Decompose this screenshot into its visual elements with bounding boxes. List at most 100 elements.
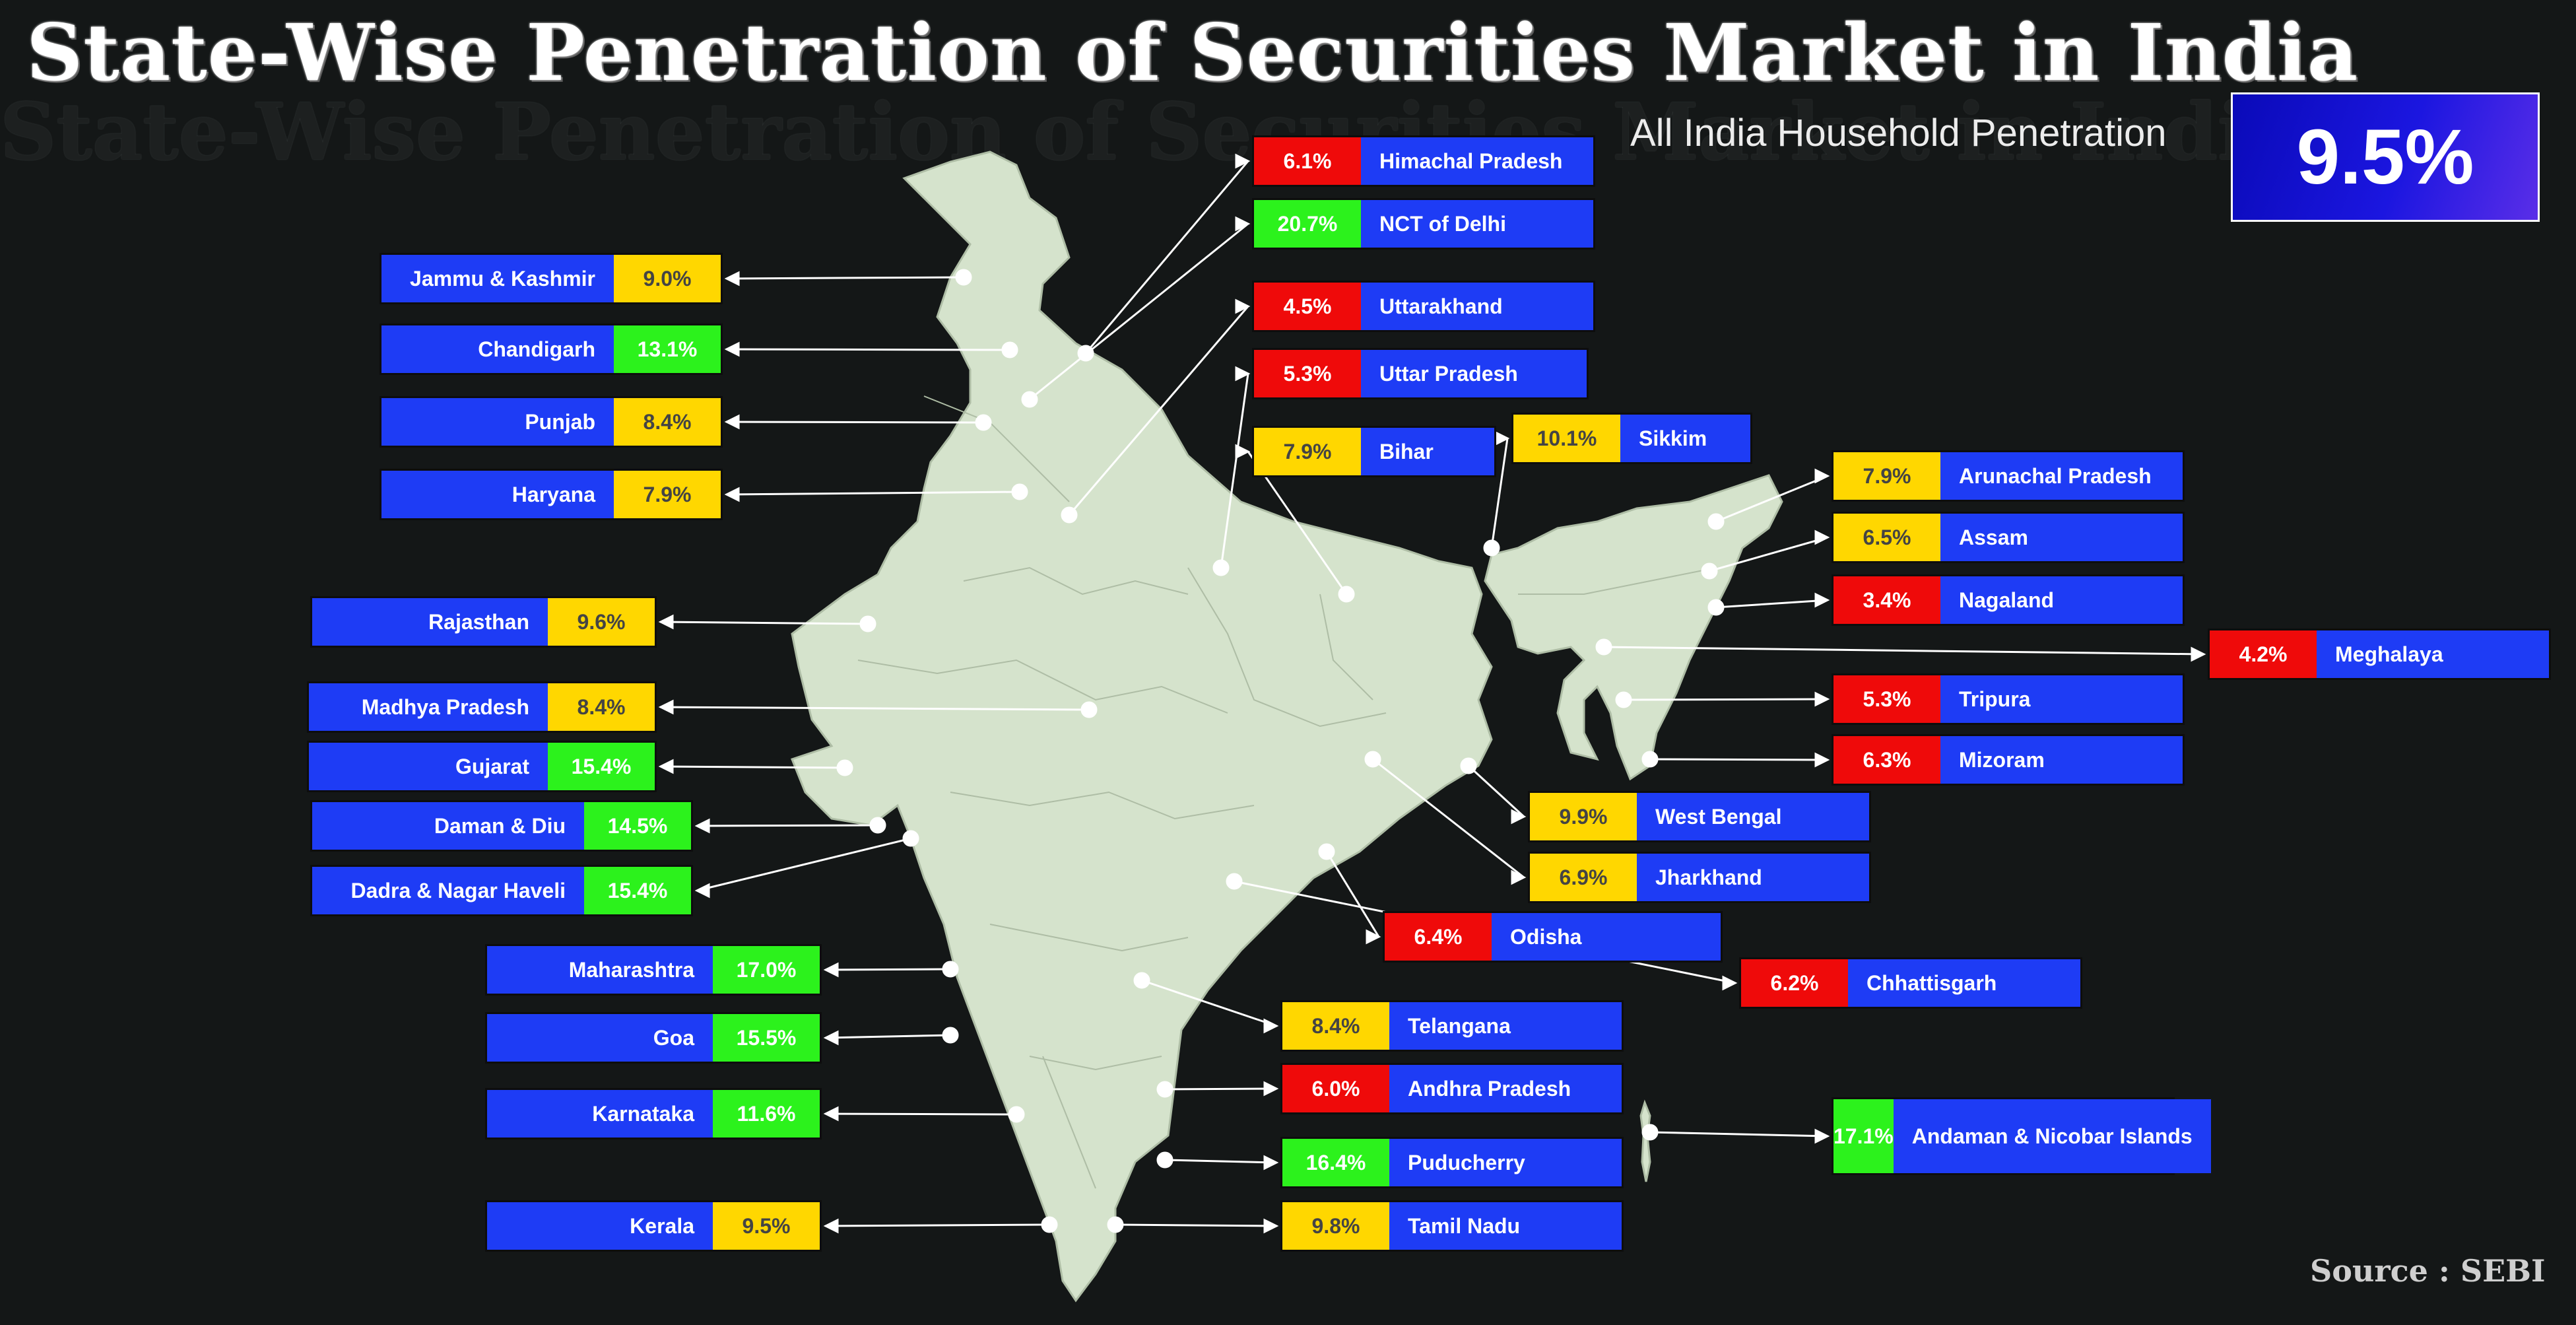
state-dot xyxy=(1460,757,1477,774)
state-label-sikkim: 10.1% Sikkim xyxy=(1511,413,1752,464)
state-label-jammu-and-kashmir: Jammu & Kashmir 9.0% xyxy=(380,253,723,304)
state-value: 9.9% xyxy=(1530,793,1637,840)
state-value: 8.4% xyxy=(614,398,721,446)
state-value: 3.4% xyxy=(1833,576,1940,624)
state-label-nagaland: 3.4% Nagaland xyxy=(1832,574,2185,626)
connector-line xyxy=(1372,758,1525,879)
state-label-punjab: Punjab 8.4% xyxy=(380,396,723,448)
state-dot xyxy=(1080,701,1098,718)
connector-line xyxy=(1490,438,1509,549)
state-value: 6.9% xyxy=(1530,854,1637,901)
connector-line xyxy=(1649,758,1828,761)
state-dot xyxy=(1595,638,1612,656)
state-name: Uttar Pradesh xyxy=(1361,350,1587,397)
arrow-head-icon xyxy=(1814,468,1830,484)
state-label-gujarat: Gujarat 15.4% xyxy=(307,741,657,792)
arrow-head-icon xyxy=(724,414,740,430)
state-value: 6.4% xyxy=(1385,913,1492,961)
connector-line xyxy=(1649,1131,1828,1138)
arrow-head-icon xyxy=(1814,592,1830,608)
arrow-head-icon xyxy=(823,1106,839,1122)
state-name: Nagaland xyxy=(1940,576,2183,624)
state-dot xyxy=(902,830,919,847)
state-label-meghalaya: 4.2% Meghalaya xyxy=(2208,629,2551,680)
state-dot xyxy=(1615,691,1632,708)
state-value: 11.6% xyxy=(713,1090,820,1138)
arrow-head-icon xyxy=(823,962,839,978)
state-label-rajasthan: Rajasthan 9.6% xyxy=(310,596,657,648)
state-value: 14.5% xyxy=(584,802,691,850)
state-label-puducherry: 16.4% Puducherry xyxy=(1280,1137,1624,1188)
state-dot xyxy=(1021,391,1038,408)
state-borders xyxy=(857,395,1717,1189)
state-label-tripura: 5.3% Tripura xyxy=(1832,673,2185,725)
arrow-head-icon xyxy=(724,487,740,502)
arrow-head-icon xyxy=(1235,216,1251,232)
state-value: 5.3% xyxy=(1254,350,1361,397)
arrow-head-icon xyxy=(658,614,674,630)
map-shapes xyxy=(791,151,1783,1303)
state-label-andaman-and-nicobar-islands: 17.1% Andaman & Nicobar Islands xyxy=(1832,1097,2211,1175)
state-name: Uttarakhand xyxy=(1361,283,1593,330)
state-label-kerala: Kerala 9.5% xyxy=(485,1200,822,1252)
arrow-head-icon xyxy=(1235,444,1251,459)
state-value: 9.0% xyxy=(614,255,721,302)
state-dot xyxy=(859,615,876,632)
connector-line xyxy=(825,968,951,971)
state-name: Madhya Pradesh xyxy=(309,683,548,731)
state-dot xyxy=(1107,1216,1124,1233)
state-value: 6.5% xyxy=(1833,514,1940,561)
state-value: 6.0% xyxy=(1282,1065,1389,1112)
state-label-nct-of-delhi: 20.7% NCT of Delhi xyxy=(1252,198,1595,250)
state-label-uttarakhand: 4.5% Uttarakhand xyxy=(1252,281,1595,332)
andaman-shape xyxy=(1639,1099,1651,1182)
arrow-head-icon xyxy=(658,759,674,774)
state-value: 5.3% xyxy=(1833,675,1940,723)
arrow-head-icon xyxy=(1235,153,1251,169)
state-value: 8.4% xyxy=(1282,1002,1389,1050)
state-dot xyxy=(1212,559,1230,576)
state-dot xyxy=(1364,751,1381,768)
state-dot xyxy=(1318,843,1335,860)
state-value: 9.5% xyxy=(713,1202,820,1250)
connector-line xyxy=(1709,536,1828,572)
connector-line xyxy=(1325,851,1380,937)
connector-lines xyxy=(658,153,2206,1234)
state-name: Haryana xyxy=(381,471,614,518)
state-label-tamil-nadu: 9.8% Tamil Nadu xyxy=(1280,1200,1624,1252)
state-name: Kerala xyxy=(487,1202,713,1250)
state-value: 4.2% xyxy=(2210,630,2317,678)
state-dot xyxy=(955,269,972,286)
state-label-karnataka: Karnataka 11.6% xyxy=(485,1088,822,1139)
ghost-title-decoration: State-Wise Penetration of Securities Mar… xyxy=(0,86,2298,178)
arrow-head-icon xyxy=(1366,929,1381,945)
arrow-head-icon xyxy=(1814,1128,1830,1144)
state-name: Rajasthan xyxy=(312,598,548,646)
page-title: State-Wise Penetration of Securities Mar… xyxy=(26,7,2359,98)
state-name: Dadra & Nagar Haveli xyxy=(312,867,584,914)
state-value: 9.6% xyxy=(548,598,655,646)
state-dot xyxy=(869,817,886,834)
source-note: Source : SEBI xyxy=(2310,1253,2546,1289)
state-label-bihar: 7.9% Bihar xyxy=(1252,426,1496,477)
connector-line xyxy=(1029,222,1249,401)
connector-line xyxy=(1164,1159,1277,1164)
connector-line xyxy=(825,1223,1050,1227)
state-name: Maharashtra xyxy=(487,946,713,994)
northeast-shape xyxy=(1484,474,1783,781)
state-value: 17.0% xyxy=(713,946,820,994)
state-name: Tamil Nadu xyxy=(1389,1202,1622,1250)
connector-line xyxy=(726,491,1020,496)
state-name: Odisha xyxy=(1492,913,1721,961)
state-dot xyxy=(942,961,959,978)
state-label-mizoram: 6.3% Mizoram xyxy=(1832,734,2185,786)
connector-line xyxy=(726,421,984,424)
state-name: Puducherry xyxy=(1389,1139,1622,1186)
state-value: 7.9% xyxy=(614,471,721,518)
state-value: 15.5% xyxy=(713,1014,820,1062)
arrow-head-icon xyxy=(1722,975,1738,991)
state-label-assam: 6.5% Assam xyxy=(1832,512,2185,563)
arrow-head-icon xyxy=(724,271,740,287)
state-value: 10.1% xyxy=(1513,415,1620,462)
